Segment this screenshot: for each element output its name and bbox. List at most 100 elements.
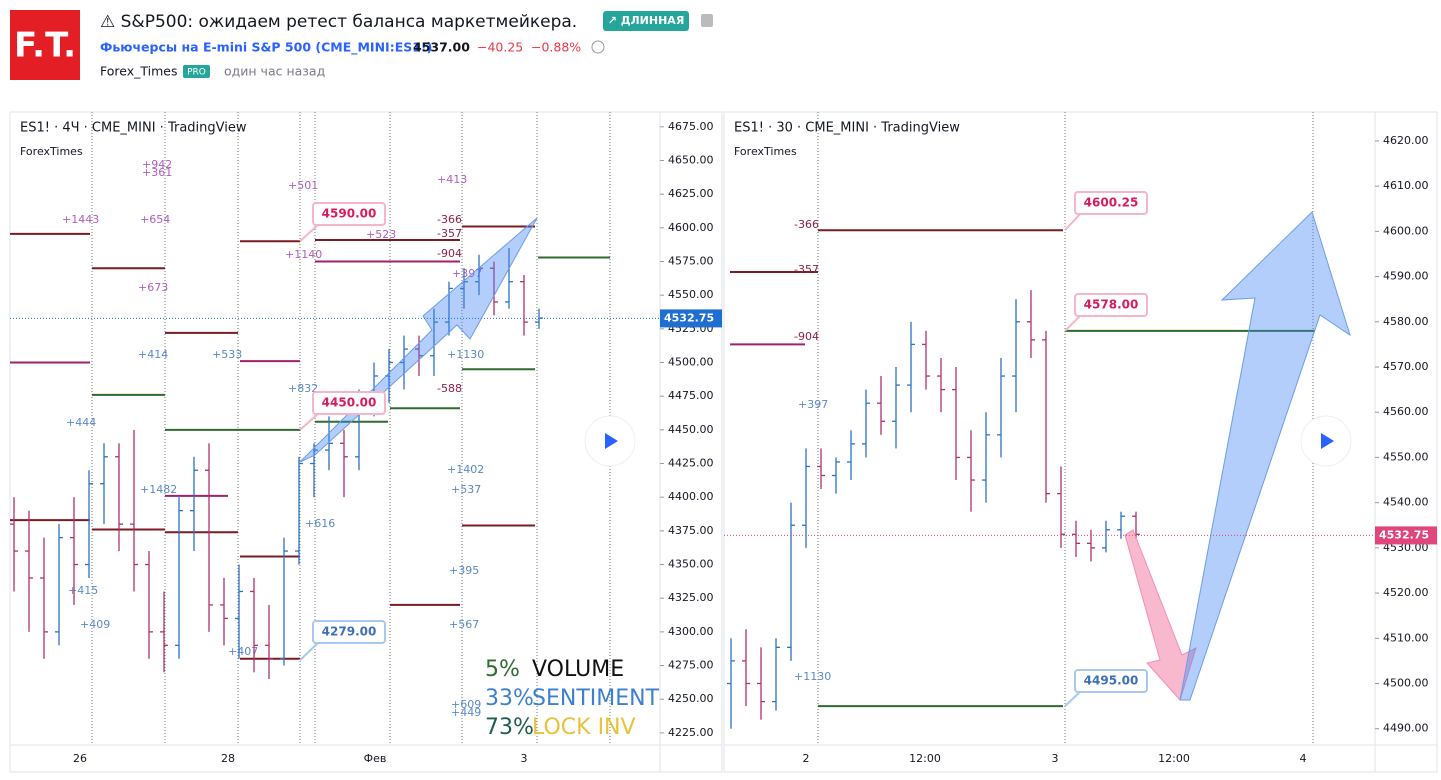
callout-box xyxy=(1074,191,1148,215)
y-tick-label: 4300.00 xyxy=(668,625,714,638)
logo-text: F.T. xyxy=(14,26,76,66)
volume-annotation: +673 xyxy=(138,281,168,294)
y-tick-label: 4225.00 xyxy=(668,726,714,739)
y-tick-label: 4575.00 xyxy=(668,254,714,267)
volume-annotation: +397 xyxy=(452,267,482,280)
last-price-label: 4532.75 xyxy=(1379,528,1429,541)
chart-author: ForexTimes xyxy=(734,145,797,158)
callout-label: 4450.00 xyxy=(322,396,377,410)
overlay-pct: 73% xyxy=(485,715,534,740)
play-icon xyxy=(605,433,618,449)
volume-annotation: +1482 xyxy=(140,483,177,496)
y-tick-label: 4475.00 xyxy=(668,389,714,402)
volume-annotation: +537 xyxy=(451,483,481,496)
y-tick-label: 4500.00 xyxy=(668,356,714,369)
y-tick-label: 4425.00 xyxy=(668,457,714,470)
volume-annotation: +1130 xyxy=(794,670,831,683)
y-tick-label: 4275.00 xyxy=(668,659,714,672)
volume-annotation: +449 xyxy=(451,706,481,719)
callout-pointer xyxy=(1064,314,1082,332)
volume-annotation: +501 xyxy=(288,179,318,192)
y-tick-label: 4675.00 xyxy=(668,120,714,133)
y-tick-label: 4620.00 xyxy=(1383,134,1429,147)
last-price-tag xyxy=(660,309,722,328)
volume-annotation: +409 xyxy=(80,618,110,631)
play-icon xyxy=(1321,433,1334,449)
chart-title: ES1! · 30 · CME_MINI · TradingView xyxy=(734,121,960,136)
y-tick-label: 4610.00 xyxy=(1383,179,1429,192)
forecast-arrow xyxy=(1124,529,1197,701)
price: 4537.00 xyxy=(413,40,470,55)
y-tick-label: 4325.00 xyxy=(668,591,714,604)
lock xyxy=(701,14,713,27)
callout-pointer xyxy=(1064,212,1082,231)
x-tick-label: 28 xyxy=(221,752,235,765)
chart-right: 4490.004500.004510.004520.004530.004540.… xyxy=(723,111,1438,773)
volume-annotation: +654 xyxy=(140,213,170,226)
x-tick-label: Фев xyxy=(364,752,387,765)
overlay-label: SENTIMENT xyxy=(532,686,660,711)
overlay-label: VOLUME xyxy=(532,657,624,682)
symbol[interactable]: Фьючерсы на E-mini S&P 500 (CME_MINI:ES1… xyxy=(100,40,432,56)
volume-annotation: +414 xyxy=(138,348,168,361)
volume-annotation: +395 xyxy=(449,564,479,577)
last-price-tag xyxy=(1375,526,1437,545)
y-tick-label: 4570.00 xyxy=(1383,360,1429,373)
y-tick-label: 4650.00 xyxy=(668,153,714,166)
y-tick-label: 4600.00 xyxy=(1383,224,1429,237)
volume-annotation: +567 xyxy=(449,618,479,631)
x-tick-label: 12:00 xyxy=(909,752,941,765)
overlay-pct: 5% xyxy=(485,657,520,682)
volume-annotation: -357 xyxy=(794,263,819,276)
y-tick-label: 4625.00 xyxy=(668,187,714,200)
x-tick-label: 2 xyxy=(803,752,810,765)
callout-label: 4600.25 xyxy=(1084,196,1139,210)
forecast-arrow xyxy=(299,217,538,463)
badge xyxy=(603,11,689,31)
callout-label: 4495.00 xyxy=(1084,674,1139,688)
volume-annotation: +407 xyxy=(228,645,258,658)
y-tick-label: 4590.00 xyxy=(1383,270,1429,283)
author[interactable]: Forex_Times xyxy=(100,64,177,79)
volume-annotation: +609 xyxy=(451,698,481,711)
y-tick-label: 4250.00 xyxy=(668,692,714,705)
y-tick-label: 4600.00 xyxy=(668,221,714,234)
volume-annotation: +361 xyxy=(142,166,172,179)
callout-pointer xyxy=(299,412,320,431)
y-tick-label: 4520.00 xyxy=(1383,586,1429,599)
callout-label: 4279.00 xyxy=(322,625,377,639)
y-tick-label: 4580.00 xyxy=(1383,315,1429,328)
volume-annotation: +533 xyxy=(212,348,242,361)
y-tick-label: 4375.00 xyxy=(668,524,714,537)
y-tick-label: 4500.00 xyxy=(1383,677,1429,690)
volume-annotation: +832 xyxy=(288,382,318,395)
volume-annotation: -357 xyxy=(437,227,462,240)
volume-annotation: +1130 xyxy=(447,348,484,361)
callout-box xyxy=(312,620,386,644)
callout-label: 4590.00 xyxy=(322,207,377,221)
volume-annotation: +616 xyxy=(305,517,335,530)
y-tick-label: 4450.00 xyxy=(668,423,714,436)
change: −40.25 xyxy=(477,40,523,55)
x-tick-label: 12:00 xyxy=(1158,752,1190,765)
volume-annotation: +1443 xyxy=(62,213,99,226)
pro-text: PRO xyxy=(187,68,206,78)
callout-box xyxy=(1074,669,1148,693)
overlay-label: LOCK INV xyxy=(532,715,636,740)
volume-annotation: +942 xyxy=(142,158,172,171)
volume-annotation: +397 xyxy=(798,398,828,411)
callout-pointer xyxy=(299,641,320,661)
volume-annotation: +444 xyxy=(66,416,96,429)
x-tick-label: 4 xyxy=(1300,752,1307,765)
logo xyxy=(10,10,80,80)
y-tick-label: 4560.00 xyxy=(1383,405,1429,418)
volume-annotation: +1402 xyxy=(447,463,484,476)
idea-title: ⚠ S&P500: ожидаем ретест баланса маркетм… xyxy=(100,12,577,32)
volume-annotation: -904 xyxy=(437,247,462,260)
badge-text: ↗ ДЛИННАЯ xyxy=(608,14,685,27)
pro-badge xyxy=(183,65,210,78)
volume-annotation: +413 xyxy=(437,173,467,186)
volume-annotation: +1140 xyxy=(285,248,322,261)
forecast-arrow xyxy=(1179,211,1351,701)
